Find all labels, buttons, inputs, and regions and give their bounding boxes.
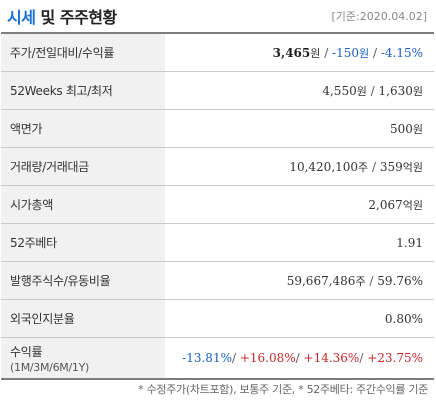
row-label-market-cap: 시가총액 <box>1 185 165 224</box>
current-price: 3,465 <box>272 45 311 60</box>
change-unit: 원 <box>359 46 370 60</box>
title-accent: 시세 <box>7 8 36 27</box>
separator: / <box>295 351 304 365</box>
row-value-beta: 1.91 <box>165 223 434 262</box>
table-row: 액면가 500원 <box>1 109 434 148</box>
table-row: 외국인지분율 0.80% <box>1 299 434 338</box>
panel-title: 시세 및 주주현황 <box>7 4 117 28</box>
row-label-returns: 수익률 (1M/3M/6M/1Y) <box>1 337 165 380</box>
foreign-ownership: 0.80% <box>384 311 423 326</box>
row-label-beta: 52주베타 <box>1 223 165 262</box>
price-change: -150 <box>332 45 360 60</box>
separator: / <box>368 159 380 174</box>
row-label-52weeks: 52Weeks 최고/최저 <box>1 71 165 110</box>
separator: / <box>366 83 379 98</box>
separator: / <box>369 45 381 60</box>
volume-unit: 주 <box>358 160 369 174</box>
return-1y: +23.75% <box>367 351 423 365</box>
table-row: 52Weeks 최고/최저 4,550원 / 1,630원 <box>1 71 434 110</box>
high-unit: 원 <box>356 84 367 98</box>
row-value-shares: 59,667,486주 / 59.76% <box>165 261 434 300</box>
row-label-shares: 발행주식수/유동비율 <box>1 261 165 300</box>
separator: / <box>359 351 368 365</box>
separator: / <box>231 351 240 365</box>
week52-low: 1,630 <box>378 83 413 98</box>
table-row: 거래량/거래대금 10,420,100주 / 359억원 <box>1 147 434 186</box>
market-cap-unit: 억원 <box>402 198 423 212</box>
row-value-foreign: 0.80% <box>165 299 434 338</box>
separator: / <box>320 45 333 60</box>
week52-high: 4,550 <box>322 83 357 98</box>
footnote: * 수정주가(차트포함), 보통주 기준, * 52주베타: 주간수익률 기준 <box>138 383 428 396</box>
float-ratio: 59.76% <box>377 273 423 288</box>
row-label-par: 액면가 <box>1 109 165 148</box>
separator: / <box>365 273 378 288</box>
table-row: 수익률 (1M/3M/6M/1Y) -13.81%/ +16.08%/ +14.3… <box>1 337 434 380</box>
row-label-price: 주가/전일대비/수익률 <box>1 32 165 72</box>
row-value-returns: -13.81%/ +16.08%/ +14.36%/ +23.75% <box>165 337 434 380</box>
row-label-volume: 거래량/거래대금 <box>1 147 165 186</box>
market-cap: 2,067 <box>368 197 403 212</box>
title-rest: 및 주주현황 <box>35 8 118 27</box>
reference-date: [기준:2020.04.02] <box>331 10 427 23</box>
table-row: 발행주식수/유동비율 59,667,486주 / 59.76% <box>1 261 434 300</box>
row-value-market-cap: 2,067억원 <box>165 185 434 224</box>
row-value-price: 3,465원 / -150원 / -4.15% <box>165 32 434 72</box>
stock-info-table: 주가/전일대비/수익률 3,465원 / -150원 / -4.15% 52We… <box>1 32 434 380</box>
returns-sublabel: (1M/3M/6M/1Y) <box>10 360 89 374</box>
table-row: 52주베타 1.91 <box>1 223 434 262</box>
return-3m: +16.08% <box>239 351 296 365</box>
returns-label: 수익률 <box>10 344 43 359</box>
row-value-volume: 10,420,100주 / 359억원 <box>165 147 434 186</box>
row-value-52weeks: 4,550원 / 1,630원 <box>165 71 434 110</box>
table-row: 주가/전일대비/수익률 3,465원 / -150원 / -4.15% <box>1 32 434 72</box>
row-value-par: 500원 <box>165 109 434 148</box>
return-1m: -13.81% <box>182 351 232 365</box>
shares-outstanding: 59,667,486 <box>286 273 356 288</box>
trading-volume: 10,420,100 <box>289 159 359 174</box>
table-row: 시가총액 2,067억원 <box>1 185 434 224</box>
par-unit: 원 <box>412 122 423 136</box>
par-value: 500 <box>389 121 413 136</box>
beta-value: 1.91 <box>396 235 423 250</box>
low-unit: 원 <box>412 84 423 98</box>
return-6m: +14.36% <box>303 351 360 365</box>
shares-unit: 주 <box>355 274 366 288</box>
price-unit: 원 <box>310 46 321 60</box>
panel-header: 시세 및 주주현황 [기준:2020.04.02] <box>0 0 436 32</box>
trading-amount: 359 <box>379 159 403 174</box>
price-rate: -4.15% <box>380 45 423 60</box>
amount-unit: 억원 <box>402 160 423 174</box>
row-label-foreign: 외국인지분율 <box>1 299 165 338</box>
